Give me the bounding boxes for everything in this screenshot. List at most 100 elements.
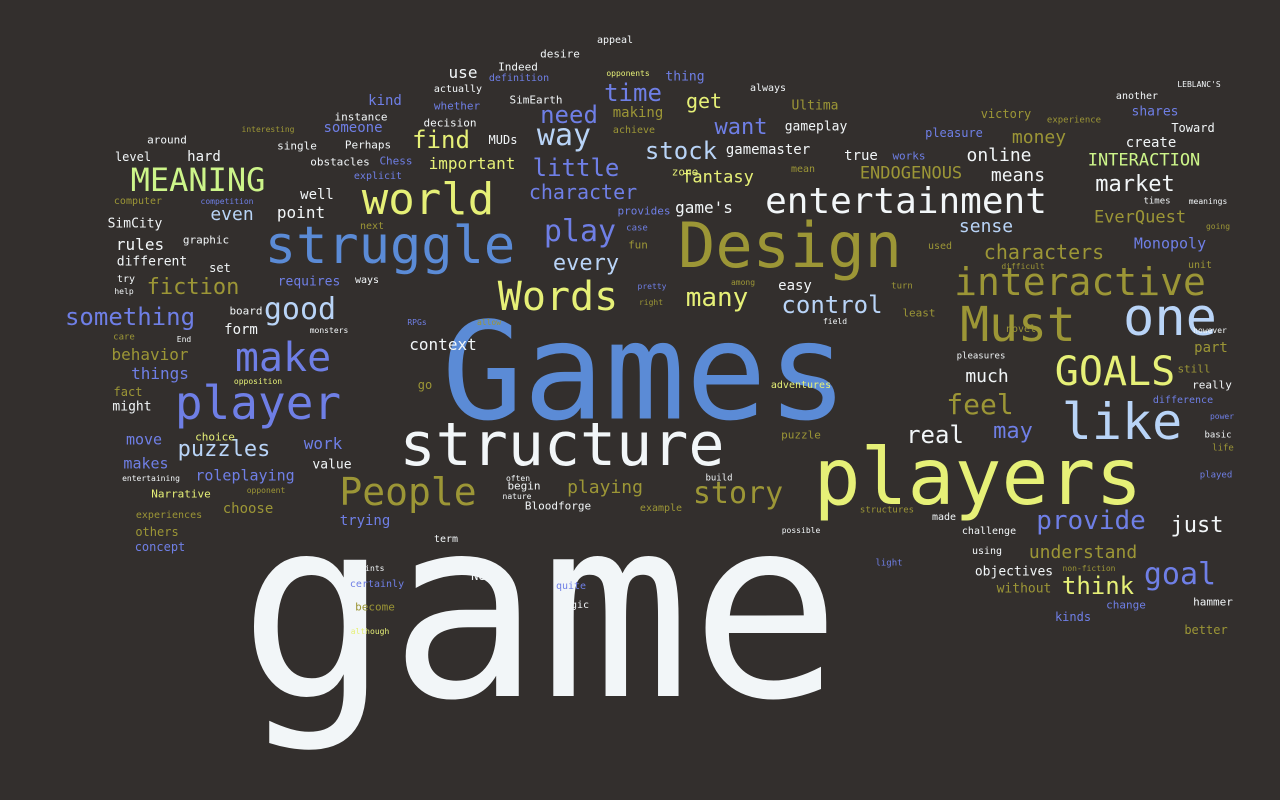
word-create: create [1125,135,1177,151]
word-find: find [412,126,470,154]
word-others: others [135,525,179,539]
word-graphic: graphic [182,233,230,247]
word-go: go [417,378,433,392]
word-case: case [626,223,648,234]
word-next: next [359,221,385,232]
word-real: real [906,421,964,449]
word-games: Games [441,293,849,451]
word-kind: kind [368,93,402,109]
word-understand: understand [1028,542,1138,563]
word-single: single [277,139,317,153]
word-victory: victory [980,107,1032,121]
word-fiction: fiction [146,275,240,300]
word-possible: possible [781,526,821,535]
word-new: New [471,569,493,583]
word-way: way [536,118,592,153]
word-context: context [409,335,477,354]
word-meaning: MEANING [130,161,266,199]
word-words: Words [497,274,619,320]
word-instance: instance [334,110,388,124]
word-choose: choose [222,501,274,517]
word-trying: trying [339,513,391,529]
word-allow: allow [476,318,502,327]
word-provide: provide [1036,506,1146,536]
word-entertaining: entertaining [122,474,180,483]
word-muds: MUDs [488,133,518,147]
word-choice: choice [195,430,235,444]
word-even: even [210,204,254,225]
word-become: become [355,600,395,614]
word-bloodforge: Bloodforge [524,499,592,513]
word-example: example [639,503,683,514]
word-mean: mean [790,164,816,175]
word-hard: hard [187,149,221,165]
word-times: times [1143,196,1171,207]
word-around: around [147,133,187,147]
word-rules: rules [115,235,165,254]
word-unit: unit [1187,260,1213,271]
word-actually: actually [433,84,483,95]
word-certainly: certainly [349,579,405,590]
word-characters: characters [983,240,1105,264]
word-works: works [892,149,926,163]
word-life: life [1212,443,1234,454]
word-made: made [931,512,957,523]
word-really: really [1192,378,1232,392]
word-difference: difference [1152,395,1214,406]
word-ways: ways [354,275,380,286]
word-game-s: game's [675,198,733,217]
word-goals: GOALS [1054,349,1176,395]
word-achieve: achieve [612,125,656,136]
word-things: things [131,364,189,383]
word-indeed: Indeed [498,60,538,74]
word-begin: begin [507,479,541,493]
word-among: among [730,278,756,287]
word-someone: someone [323,120,383,136]
word-always: always [749,83,787,94]
word-might: might [112,399,152,415]
word-like: like [1061,393,1183,451]
word-fun: fun [628,238,648,252]
word-zone: zone [671,165,699,179]
word-want: want [714,115,768,140]
word-magic: magic [558,600,590,611]
word-computer: computer [113,196,163,207]
word-least: least [902,306,936,320]
word-meanings: meanings [1188,197,1228,206]
word-concept: concept [134,540,186,554]
word-structures: structures [859,505,915,516]
word-gameplay: gameplay [784,119,848,135]
word-basic: basic [1204,430,1232,441]
word-game: game [238,464,842,755]
word-good: good [263,292,337,327]
word-roleplaying: roleplaying [195,466,295,485]
word-opposition: opposition [233,377,283,386]
word-experiences: experiences [135,510,203,521]
word-used: used [927,241,953,252]
word-power: power [1209,412,1235,421]
word-right: right [638,298,664,307]
word-little: little [532,154,620,182]
word-makes: makes [123,454,169,473]
word-world: world [361,174,495,225]
word-competition: competition [200,197,254,206]
word-term: term [433,534,459,545]
word-making: making [612,105,664,121]
word-just: just [1170,513,1224,538]
word-think: think [1061,572,1135,600]
word-move: move [125,430,163,449]
word-shares: shares [1131,104,1179,120]
word-easy: easy [778,278,812,294]
word-narrative: Narrative [151,487,211,501]
word-monopoly: Monopoly [1133,234,1207,253]
word-one: one [1123,288,1217,348]
word-playing: playing [567,477,643,498]
word-without: without [996,581,1052,597]
word-obstacles: obstacles [310,155,370,169]
word-monsters: monsters [309,326,349,335]
word-simcity: SimCity [107,216,163,232]
word-entertainment: entertainment [765,181,1047,222]
word-care: care [113,332,135,343]
word-design: Design [678,209,902,282]
word-pleasure: pleasure [925,126,983,140]
